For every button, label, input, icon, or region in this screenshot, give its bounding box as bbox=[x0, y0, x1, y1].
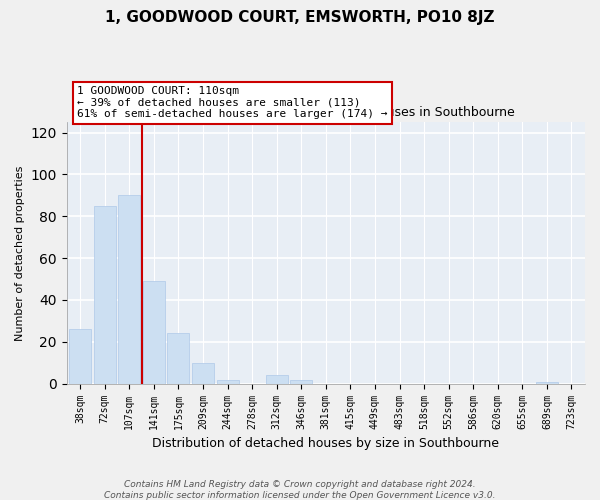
Bar bbox=[143, 281, 165, 384]
Bar bbox=[94, 206, 116, 384]
Bar bbox=[536, 382, 558, 384]
Bar bbox=[290, 380, 313, 384]
Bar bbox=[217, 380, 239, 384]
Bar bbox=[118, 196, 140, 384]
Title: Size of property relative to detached houses in Southbourne: Size of property relative to detached ho… bbox=[137, 106, 515, 120]
Text: Contains HM Land Registry data © Crown copyright and database right 2024.
Contai: Contains HM Land Registry data © Crown c… bbox=[104, 480, 496, 500]
Text: 1, GOODWOOD COURT, EMSWORTH, PO10 8JZ: 1, GOODWOOD COURT, EMSWORTH, PO10 8JZ bbox=[105, 10, 495, 25]
Bar bbox=[69, 330, 91, 384]
Bar bbox=[192, 363, 214, 384]
Bar bbox=[266, 376, 288, 384]
X-axis label: Distribution of detached houses by size in Southbourne: Distribution of detached houses by size … bbox=[152, 437, 499, 450]
Y-axis label: Number of detached properties: Number of detached properties bbox=[15, 165, 25, 340]
Bar bbox=[167, 334, 190, 384]
Text: 1 GOODWOOD COURT: 110sqm
← 39% of detached houses are smaller (113)
61% of semi-: 1 GOODWOOD COURT: 110sqm ← 39% of detach… bbox=[77, 86, 388, 120]
